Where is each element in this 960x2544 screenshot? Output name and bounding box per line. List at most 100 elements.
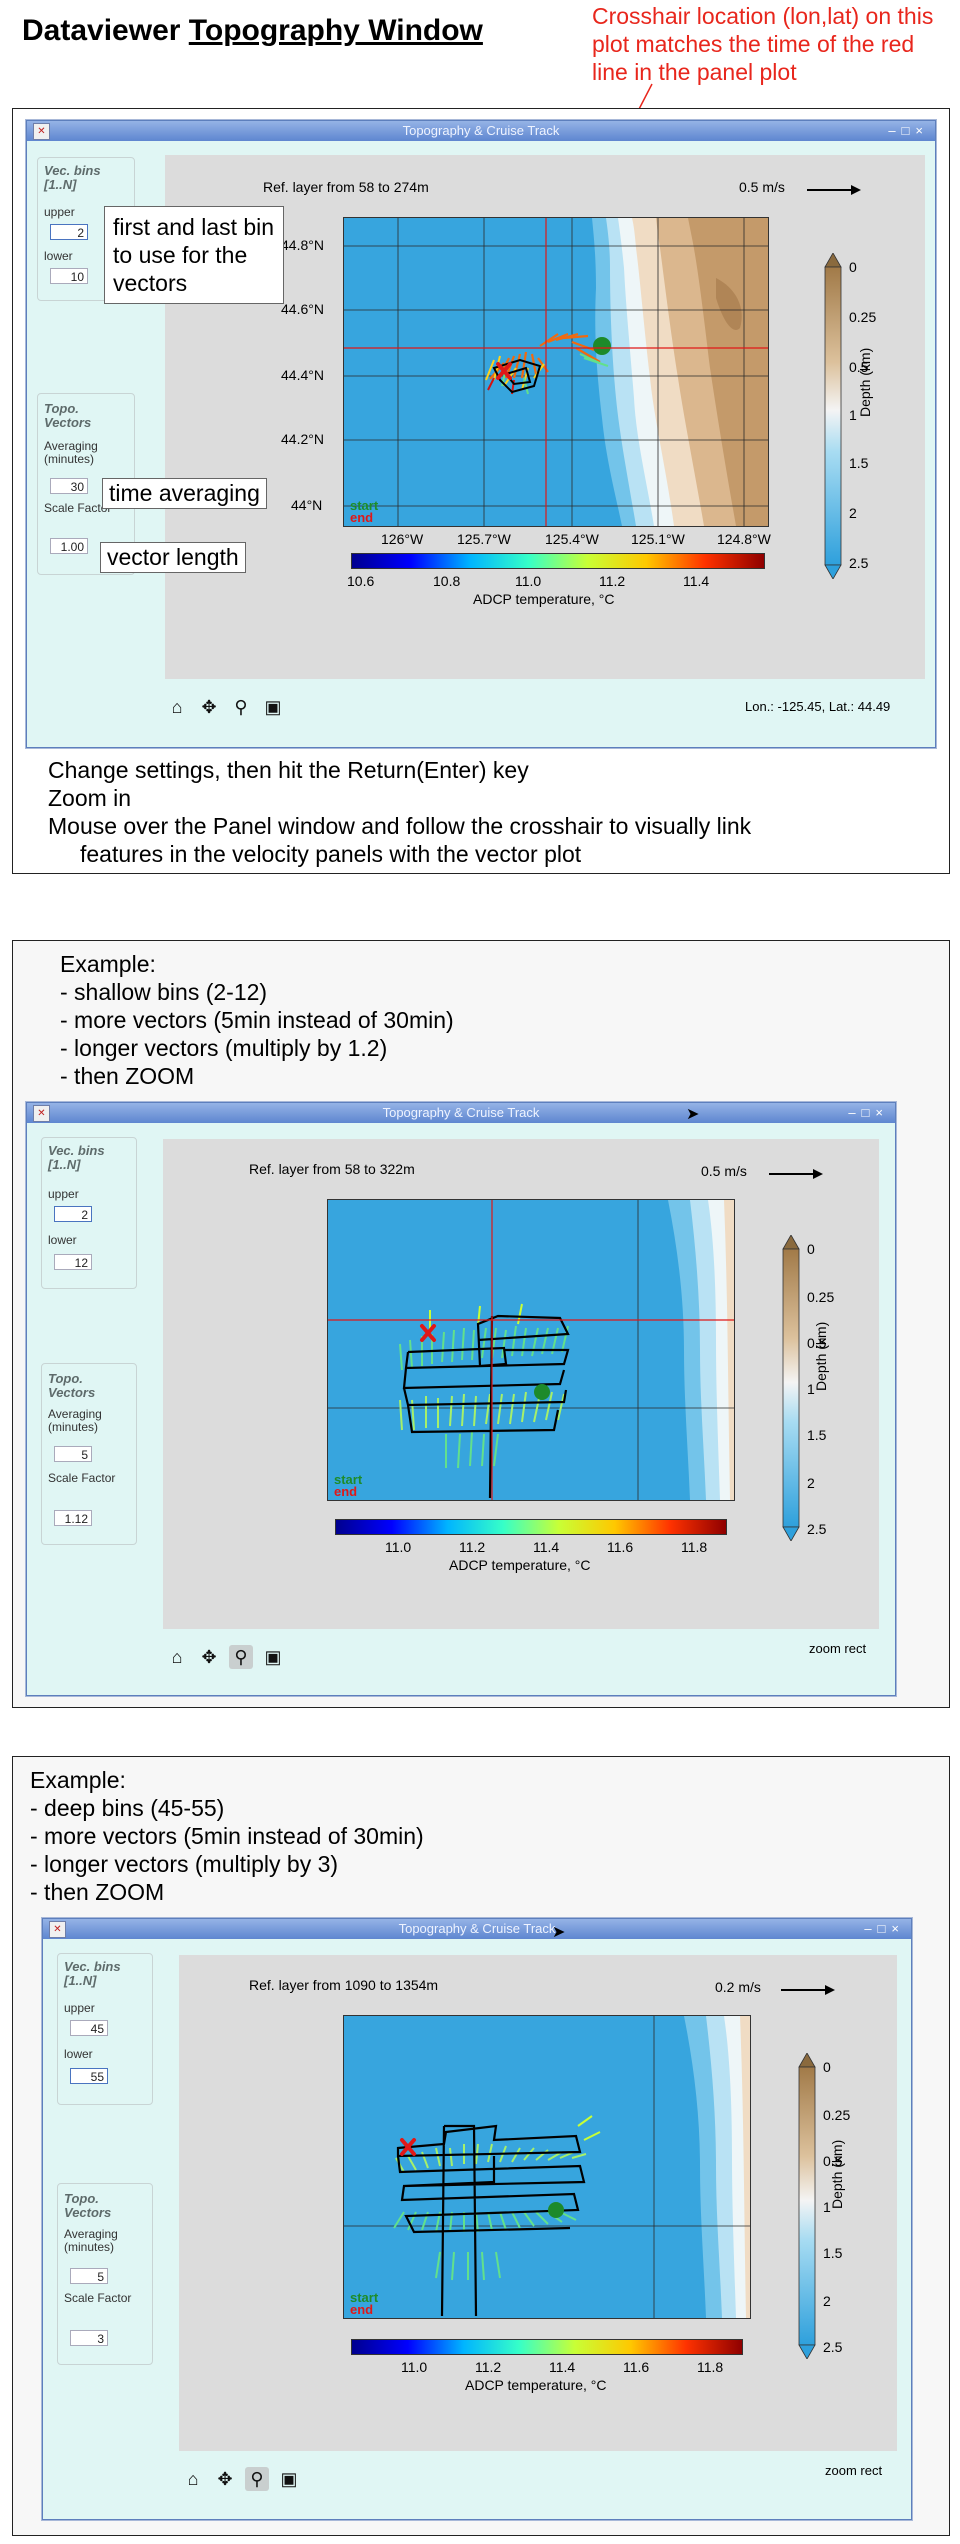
example-line: - then ZOOM [30, 1879, 165, 1905]
zoom-icon[interactable]: ⚲ [229, 1645, 253, 1669]
speed-key-label: 0.5 m/s [701, 1163, 747, 1179]
temperature-colorbar [335, 1519, 727, 1535]
status-readout: Lon.: -125.45, Lat.: 44.49 [745, 699, 891, 714]
lower-bin-input[interactable]: 12 [54, 1254, 92, 1270]
lower-bin-input[interactable]: 55 [70, 2068, 108, 2084]
instruction-line: Zoom in [48, 785, 132, 811]
window-titlebar[interactable]: ✕ Topography & Cruise Track –□× [27, 121, 935, 141]
window-titlebar[interactable]: ✕ Topography & Cruise Track –□× [27, 1103, 895, 1123]
topo-vectors-panel: Topo. Vectors Averaging (minutes) 5 Scal… [57, 2183, 153, 2365]
map-svg [344, 2016, 750, 2318]
app-icon[interactable]: ✕ [49, 1921, 66, 1938]
end-label: end [334, 1484, 358, 1499]
crosshair-note: Crosshair location (lon,lat) on this plo… [592, 3, 934, 85]
zoom-icon[interactable]: ⚲ [234, 697, 248, 717]
depth-tick: 0.5 [807, 1335, 827, 1351]
depth-tick: 2.5 [849, 555, 869, 571]
close-icon[interactable]: × [915, 123, 929, 138]
temp-tick: 11.2 [599, 573, 626, 589]
vec-bins-panel: Vec. bins [1..N] upper 2 lower 12 [41, 1137, 137, 1289]
example-line: - longer vectors (multiply by 3) [30, 1851, 339, 1877]
lower-label: lower [64, 2047, 93, 2061]
home-icon[interactable]: ⌂ [171, 1647, 183, 1667]
upper-bin-input[interactable]: 2 [54, 1206, 92, 1222]
scale-factor-input[interactable]: 1.00 [50, 538, 88, 554]
speed-key-arrow [781, 1985, 835, 1995]
save-icon[interactable]: ▣ [264, 1647, 282, 1667]
minimize-icon[interactable]: – [848, 1105, 862, 1120]
lat-tick: 44.6°N [281, 301, 324, 317]
depth-tick: 0.5 [823, 2153, 843, 2169]
pan-icon[interactable]: ✥ [201, 697, 217, 717]
minimize-icon[interactable]: – [864, 1921, 878, 1936]
depth-axis-label: Depth (km) [813, 1321, 829, 1391]
lower-label: lower [44, 249, 73, 263]
depth-tick: 2 [823, 2293, 831, 2309]
home-icon[interactable]: ⌂ [187, 2469, 199, 2489]
depth-tick: 0 [823, 2059, 831, 2075]
topo-vectors-title: Topo. Vectors [48, 1371, 96, 1400]
topo-vectors-title: Topo. Vectors [44, 401, 92, 430]
window-title: Topography & Cruise Track [402, 123, 560, 138]
app-icon[interactable]: ✕ [33, 1105, 50, 1122]
scale-factor-input[interactable]: 3 [70, 2330, 108, 2346]
map-plot[interactable]: start end [343, 217, 769, 527]
figure-canvas[interactable]: Ref. layer from 1090 to 1354m 0.2 m/s [179, 1955, 897, 2451]
upper-bin-input[interactable]: 2 [50, 224, 88, 240]
instruction-line: Change settings, then hit the Return(Ent… [48, 757, 529, 783]
temp-tick: 11.6 [623, 2359, 650, 2375]
window-title: Topography & Cruise Track [398, 1921, 556, 1936]
minimize-icon[interactable]: – [888, 123, 902, 138]
figure-canvas[interactable]: Ref. layer from 58 to 274m 0.5 m/s [165, 155, 925, 679]
lower-bin-input[interactable]: 10 [50, 268, 88, 284]
app-icon[interactable]: ✕ [33, 123, 50, 140]
topography-window-1: ✕ Topography & Cruise Track –□× Vec. bin… [26, 120, 936, 748]
temp-tick: 11.0 [515, 573, 542, 589]
depth-tick: 2.5 [807, 1521, 827, 1537]
end-label: end [350, 510, 374, 525]
topo-vectors-title: Topo. Vectors [64, 2191, 112, 2220]
temp-tick: 11.2 [459, 1539, 486, 1555]
depth-axis-label: Depth (km) [857, 347, 873, 417]
zoom-icon[interactable]: ⚲ [245, 2467, 269, 2491]
temp-tick: 11.4 [533, 1539, 560, 1555]
ref-layer-label: Ref. layer from 1090 to 1354m [249, 1977, 439, 1993]
depth-tick: 1 [849, 407, 857, 423]
pan-icon[interactable]: ✥ [201, 1647, 217, 1667]
save-icon[interactable]: ▣ [280, 2469, 298, 2489]
temp-tick: 10.8 [433, 573, 461, 589]
maximize-icon[interactable]: □ [901, 123, 916, 138]
close-icon[interactable]: × [875, 1105, 889, 1120]
temp-tick: 11.2 [475, 2359, 502, 2375]
pan-icon[interactable]: ✥ [217, 2469, 233, 2489]
upper-label: upper [48, 1187, 79, 1201]
maximize-icon[interactable]: □ [877, 1921, 892, 1936]
window-titlebar[interactable]: ✕ Topography & Cruise Track –□× [43, 1919, 911, 1939]
upper-bin-input[interactable]: 45 [70, 2020, 108, 2036]
maximize-icon[interactable]: □ [861, 1105, 876, 1120]
topography-window-2: ✕ Topography & Cruise Track –□× Vec. bin… [26, 1102, 896, 1696]
map-plot[interactable]: start end [343, 2015, 751, 2319]
depth-tick: 0.25 [823, 2107, 851, 2123]
annotation-time: time averaging [102, 478, 267, 509]
close-icon[interactable]: × [891, 1921, 905, 1936]
temp-axis-label: ADCP temperature, °C [473, 591, 615, 607]
averaging-input[interactable]: 5 [70, 2268, 108, 2284]
scale-factor-label: Scale Factor [48, 1471, 116, 1485]
depth-tick: 2.5 [823, 2339, 843, 2355]
start-label: start [334, 1472, 363, 1487]
lower-label: lower [48, 1233, 77, 1247]
depth-colorbar [798, 2053, 816, 2359]
speed-key-label: 0.2 m/s [715, 1979, 761, 1995]
temp-axis-label: ADCP temperature, °C [449, 1557, 591, 1573]
save-icon[interactable]: ▣ [264, 697, 282, 717]
map-plot[interactable]: start end [327, 1199, 735, 1501]
averaging-input[interactable]: 30 [50, 478, 88, 494]
scale-factor-input[interactable]: 1.12 [54, 1510, 92, 1526]
figure-canvas[interactable]: Ref. layer from 58 to 322m 0.5 m/s [163, 1139, 879, 1629]
depth-colorbar [824, 253, 842, 579]
scale-factor-label: Scale Factor [64, 2291, 132, 2305]
depth-tick: 0 [849, 259, 857, 275]
averaging-input[interactable]: 5 [54, 1446, 92, 1462]
home-icon[interactable]: ⌂ [171, 697, 183, 717]
